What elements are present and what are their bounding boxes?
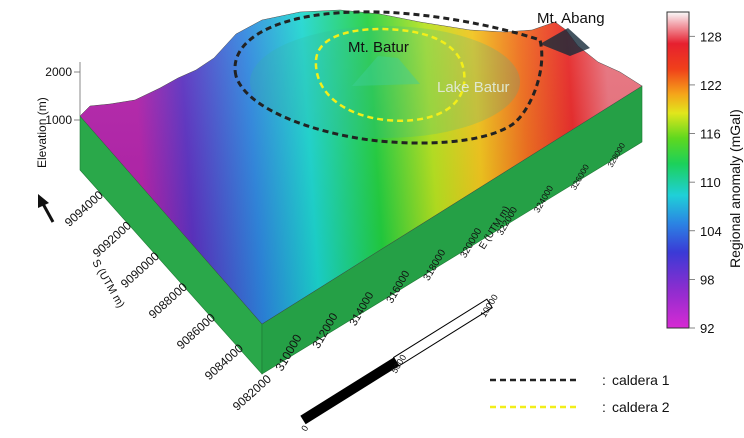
y-tick-label: 9084000 bbox=[202, 341, 246, 383]
legend-label-caldera-1: caldera 1 bbox=[612, 372, 670, 388]
terrain-shading bbox=[80, 10, 642, 324]
y-tick-label: 9092000 bbox=[90, 218, 134, 260]
scale-bar-tick-label: 0 bbox=[299, 424, 310, 434]
y-tick-label: 9082000 bbox=[230, 372, 274, 414]
label-mt-batur: Mt. Batur bbox=[348, 39, 409, 56]
colorbar-tick-label: 128 bbox=[700, 29, 722, 44]
legend-colon-2: : bbox=[602, 399, 606, 415]
legend: : caldera 1 : caldera 2 bbox=[490, 372, 670, 415]
z-axis-label: Elevation (m) bbox=[35, 97, 49, 168]
y-tick-label: 9088000 bbox=[146, 280, 190, 322]
scale-bar bbox=[300, 298, 493, 425]
legend-colon-1: : bbox=[602, 372, 606, 388]
z-tick-label: 1000 bbox=[45, 113, 72, 127]
colorbar-tick-label: 116 bbox=[700, 127, 721, 142]
colorbar-tick-label: 104 bbox=[700, 224, 722, 239]
y-tick-label: 9094000 bbox=[62, 188, 106, 230]
label-lake-batur: Lake Batur bbox=[437, 79, 510, 96]
y-tick-label: 9090000 bbox=[118, 249, 162, 291]
colorbar-ticks: 92 98 104 110 116 122 128 bbox=[689, 29, 722, 336]
north-arrow-icon bbox=[38, 194, 55, 223]
y-tick-label: 9086000 bbox=[174, 310, 218, 352]
caldera-2-rim bbox=[314, 27, 466, 122]
label-mt-abang: Mt. Abang bbox=[537, 10, 605, 27]
z-tick-label: 2000 bbox=[45, 65, 72, 79]
caldera-1-rim bbox=[233, 10, 544, 145]
colorbar-tick-label: 110 bbox=[700, 175, 721, 190]
colorbar bbox=[666, 11, 690, 329]
mt-batur-cone bbox=[352, 56, 420, 86]
colorbar-label: Regional anomaly (mGal) bbox=[727, 109, 743, 268]
colorbar-tick-label: 122 bbox=[700, 78, 722, 93]
caldera-floor bbox=[250, 26, 520, 138]
legend-label-caldera-2: caldera 2 bbox=[612, 399, 670, 415]
colorbar-tick-label: 98 bbox=[700, 272, 714, 287]
colorbar-tick-label: 92 bbox=[700, 321, 714, 336]
z-axis-ticks: 1000 2000 bbox=[45, 65, 80, 127]
mt-abang-peak bbox=[540, 28, 590, 56]
